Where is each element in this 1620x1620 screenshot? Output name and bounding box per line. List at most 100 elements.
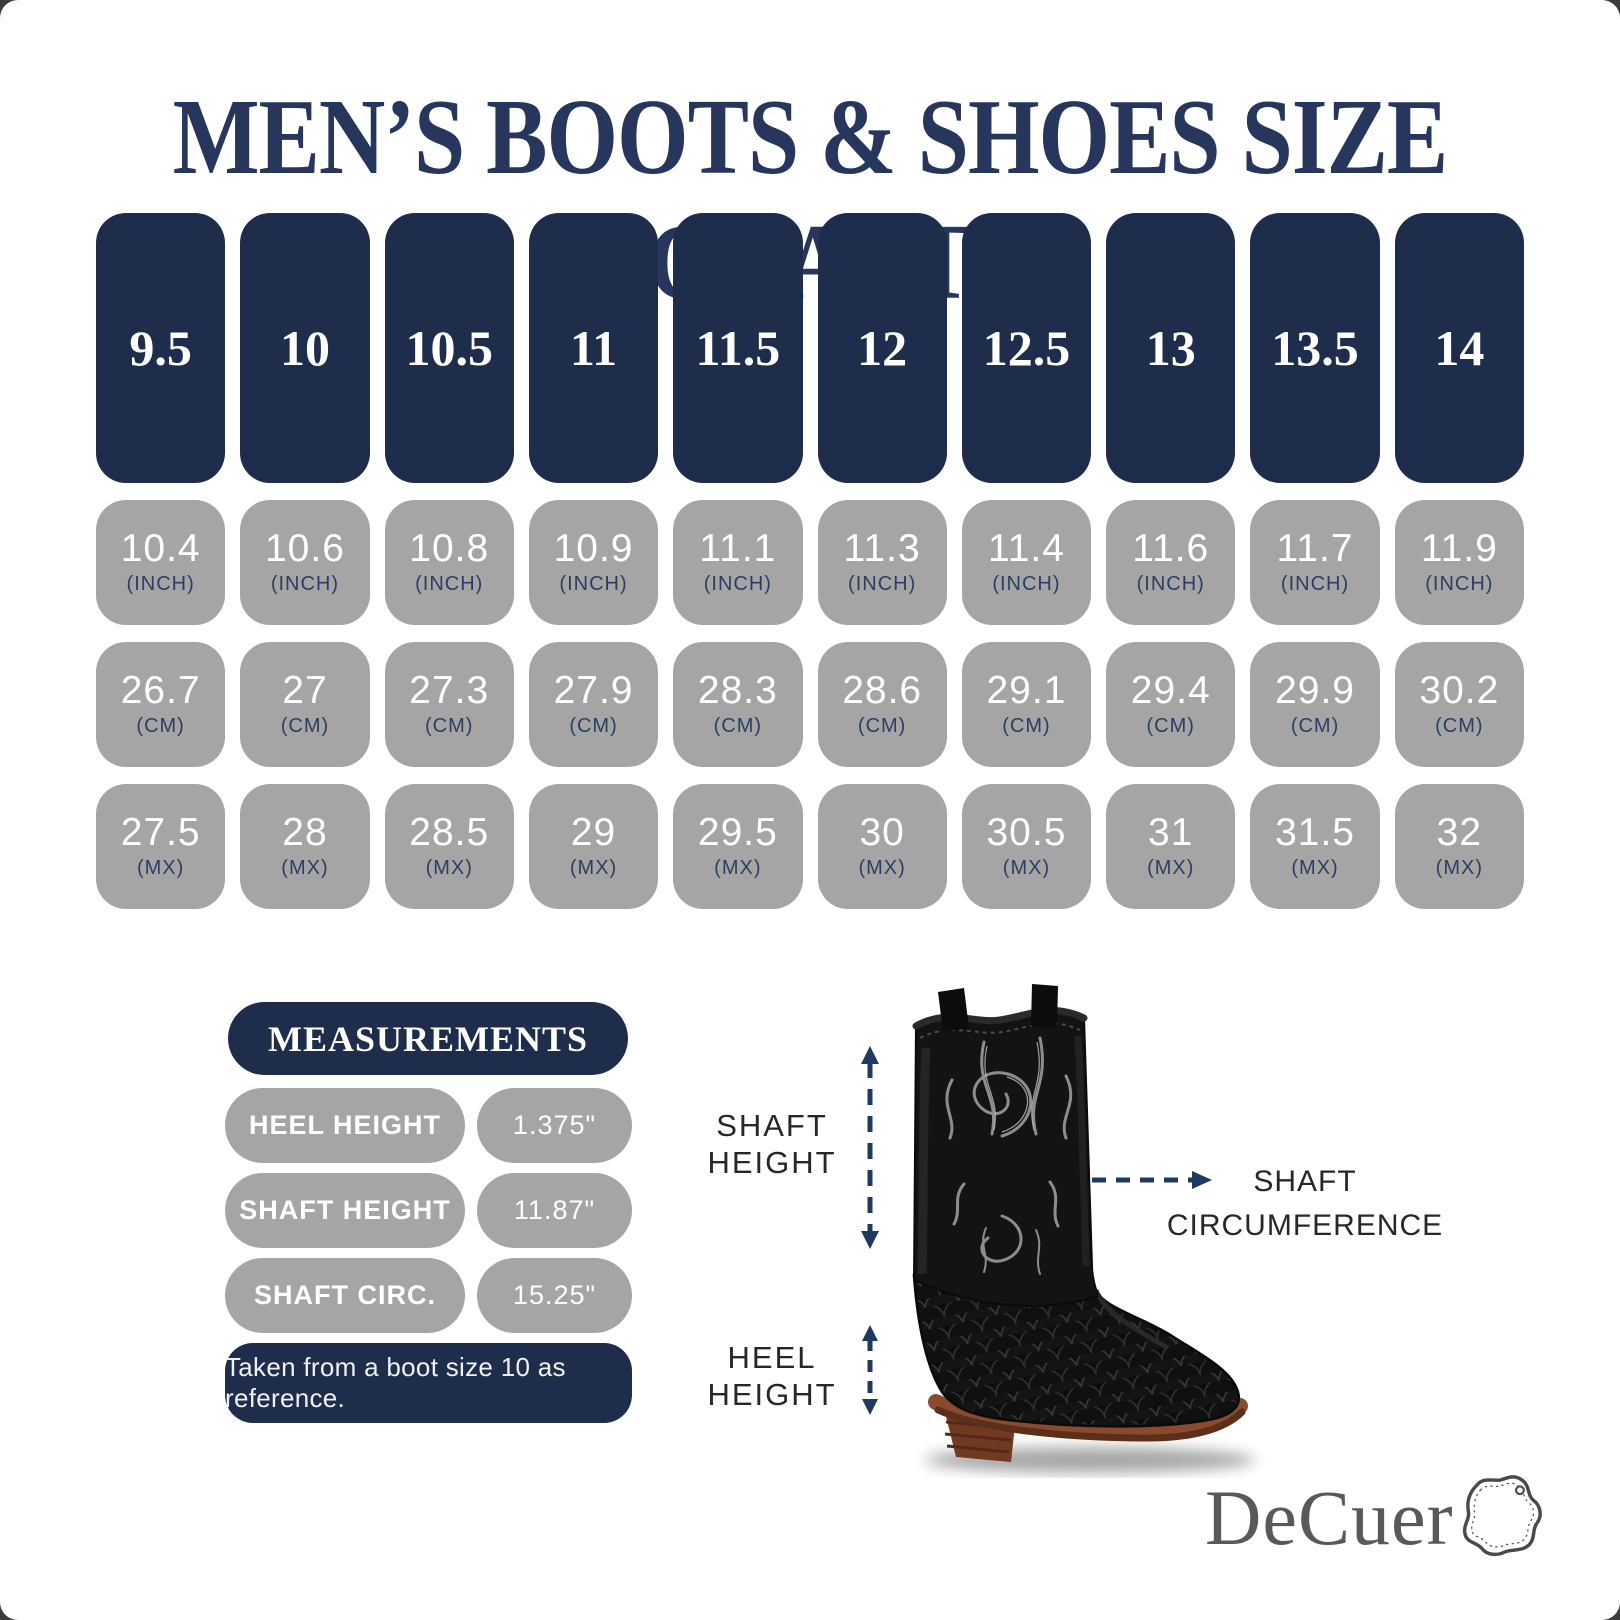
conversion-cell: 27.9 (CM) bbox=[528, 642, 659, 767]
conversion-unit-label: (INCH) bbox=[559, 572, 628, 595]
measurement-row: SHAFT CIRC. 15.25" bbox=[225, 1258, 632, 1333]
conversion-cell: 11.4 (INCH) bbox=[961, 500, 1092, 625]
measurement-value: 1.375" bbox=[477, 1088, 632, 1163]
conversion-unit-label: (CM) bbox=[713, 714, 763, 737]
conversion-value: 10.4 bbox=[120, 527, 201, 571]
conversion-unit-label: (MX) bbox=[1291, 856, 1339, 879]
us-size-cell: 10.5 bbox=[384, 213, 514, 483]
boot-shaft bbox=[912, 1009, 1100, 1307]
conversion-value: 27.5 bbox=[120, 811, 201, 855]
conversion-value: 11.6 bbox=[1132, 527, 1210, 571]
measurement-label: SHAFT CIRC. bbox=[225, 1258, 465, 1333]
conversion-value: 29.4 bbox=[1130, 669, 1211, 713]
conversion-unit-label: (INCH) bbox=[126, 572, 195, 595]
conversion-cell: 27.5 (MX) bbox=[96, 784, 226, 909]
conversion-value: 29 bbox=[570, 811, 617, 855]
conversion-cell: 11.3 (INCH) bbox=[817, 500, 947, 625]
conversion-unit-label: (CM) bbox=[1002, 714, 1051, 737]
conversion-cell: 10.8 (INCH) bbox=[384, 500, 514, 625]
conversion-cell: 28.5 (MX) bbox=[384, 784, 514, 909]
measurement-label: HEEL HEIGHT bbox=[225, 1088, 465, 1163]
conversion-value: 11.7 bbox=[1276, 527, 1354, 571]
brand-name: DeCuer bbox=[1205, 1474, 1454, 1561]
conversion-unit-label: (MX) bbox=[858, 856, 906, 879]
measurement-value: 11.87" bbox=[477, 1173, 632, 1248]
boot-embroidery bbox=[945, 1036, 1073, 1275]
conversion-unit-label: (INCH) bbox=[992, 572, 1061, 595]
conversion-unit-label: (INCH) bbox=[848, 572, 917, 595]
shaft-circumference-label: SHAFT CIRCUMFERENCE bbox=[1166, 1165, 1444, 1242]
conversion-value: 31 bbox=[1148, 811, 1194, 855]
conversion-value: 29.9 bbox=[1275, 669, 1355, 713]
conversion-unit-label: (MX) bbox=[1147, 856, 1195, 879]
conversion-cell: 30.5 (MX) bbox=[961, 784, 1092, 909]
conversion-cell: 11.1 (INCH) bbox=[673, 500, 803, 625]
conversion-cell: 11.7 (INCH) bbox=[1250, 500, 1380, 625]
conversion-cell: 28 (MX) bbox=[240, 784, 370, 909]
conversion-unit-label: (CM) bbox=[569, 714, 618, 737]
boot-image bbox=[912, 984, 1255, 1473]
conversion-cell: 29.1 (CM) bbox=[961, 642, 1092, 767]
conversion-cell: 28.3 (CM) bbox=[673, 642, 803, 767]
us-size-cell: 10 bbox=[240, 213, 370, 483]
us-size-cell: 13 bbox=[1106, 213, 1236, 483]
conversion-value: 32 bbox=[1436, 811, 1483, 855]
conversion-cell: 29 (MX) bbox=[528, 784, 659, 909]
conversion-unit-label: (MX) bbox=[425, 856, 473, 879]
brand-logo: DeCuer bbox=[1205, 1472, 1544, 1564]
conversion-cell: 30 (MX) bbox=[817, 784, 947, 909]
conversion-cell: 10.4 (INCH) bbox=[96, 500, 226, 625]
conversion-unit-label: (CM) bbox=[425, 714, 474, 737]
conversion-unit-label: (CM) bbox=[280, 714, 330, 737]
conversion-value: 27 bbox=[282, 669, 328, 713]
conversion-value: 29.1 bbox=[986, 669, 1067, 713]
conversion-cell: 31.5 (MX) bbox=[1250, 784, 1380, 909]
us-size-cell: 12.5 bbox=[961, 213, 1092, 483]
conversion-unit-label: (CM) bbox=[857, 714, 907, 737]
cm-row: 26.7 (CM) 27 (CM) 27.3 (CM) 27.9 (CM) 28.3 (CM) 28… bbox=[96, 642, 1524, 767]
conversion-value: 29.5 bbox=[697, 811, 778, 855]
conversion-unit-label: (MX) bbox=[714, 856, 762, 879]
shaft-height-arrow bbox=[861, 1046, 879, 1249]
conversion-value: 11.9 bbox=[1420, 527, 1498, 571]
heel-height-arrow bbox=[862, 1325, 878, 1415]
boot-pull-strap bbox=[938, 988, 969, 1032]
conversion-unit-label: (CM) bbox=[1290, 714, 1340, 737]
conversion-cell: 29.5 (MX) bbox=[673, 784, 803, 909]
conversion-cell: 27.3 (CM) bbox=[384, 642, 514, 767]
conversion-value: 28.5 bbox=[409, 811, 490, 855]
conversion-unit-label: (INCH) bbox=[703, 572, 772, 595]
conversion-cell: 10.9 (INCH) bbox=[528, 500, 659, 625]
conversion-unit-label: (MX) bbox=[136, 856, 185, 879]
conversion-unit-label: (MX) bbox=[281, 856, 329, 879]
conversion-cell: 30.2 (CM) bbox=[1394, 642, 1524, 767]
conversion-unit-label: (INCH) bbox=[1280, 572, 1350, 595]
measurements-header: MEASUREMENTS bbox=[228, 1002, 628, 1075]
conversion-value: 30.5 bbox=[986, 811, 1067, 855]
conversion-cell: 28.6 (CM) bbox=[817, 642, 947, 767]
measurement-label: SHAFT HEIGHT bbox=[225, 1173, 465, 1248]
conversion-value: 28.6 bbox=[842, 669, 923, 713]
conversion-value: 27.3 bbox=[409, 669, 490, 713]
conversion-unit-label: (CM) bbox=[1435, 714, 1484, 737]
conversion-cell: 31 (MX) bbox=[1106, 784, 1236, 909]
conversion-value: 10.6 bbox=[264, 527, 345, 571]
conversion-cell: 27 (CM) bbox=[240, 642, 370, 767]
conversion-unit-label: (MX) bbox=[1435, 856, 1483, 879]
us-size-cell: 9.5 bbox=[96, 213, 226, 483]
conversion-cell: 26.7 (CM) bbox=[96, 642, 226, 767]
conversion-cell: 32 (MX) bbox=[1394, 784, 1524, 909]
conversion-value: 31.5 bbox=[1275, 811, 1355, 855]
conversion-unit-label: (CM) bbox=[1146, 714, 1195, 737]
measurements-note: Taken from a boot size 10 as reference. bbox=[225, 1343, 632, 1423]
measurement-value: 15.25" bbox=[477, 1258, 632, 1333]
us-size-cell: 11 bbox=[528, 213, 659, 483]
inch-row: 10.4 (INCH) 10.6 (INCH) 10.8 (INCH) 10.9 (INCH)… bbox=[96, 500, 1524, 625]
mx-row: 27.5 (MX) 28 (MX) 28.5 (MX) 29 (MX) 29.5 (MX) 30 (M… bbox=[96, 784, 1524, 909]
heel-height-label: HEEL HEIGHT bbox=[707, 1340, 837, 1412]
conversion-unit-label: (CM) bbox=[136, 714, 185, 737]
shaft-height-label: SHAFT HEIGHT bbox=[707, 1108, 837, 1180]
conversion-cell: 29.9 (CM) bbox=[1250, 642, 1380, 767]
us-size-cell: 11.5 bbox=[673, 213, 803, 483]
